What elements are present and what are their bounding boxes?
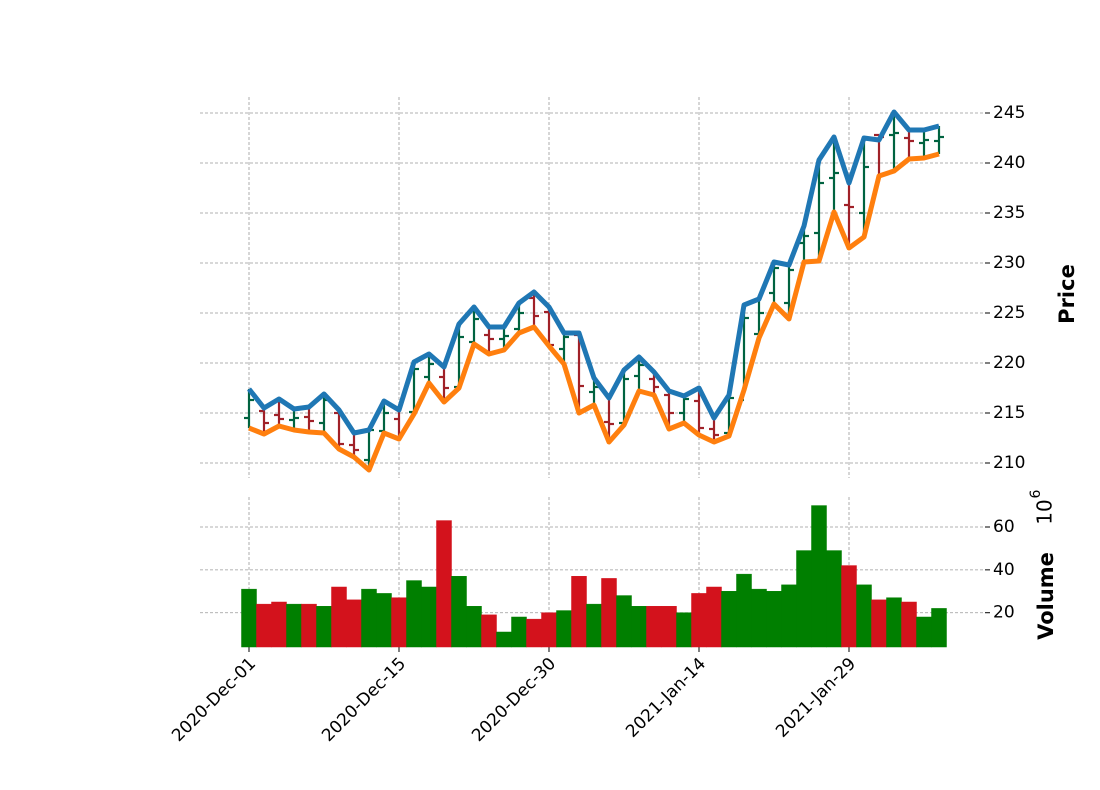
y-tick-label: 40 — [993, 560, 1015, 580]
x-tick-label: 2020-Dec-30 — [468, 654, 560, 746]
y-tick-label: 245 — [993, 103, 1025, 123]
y-tick-label: 210 — [993, 453, 1025, 473]
y-tick-label: 215 — [993, 403, 1025, 423]
volume-bar — [556, 610, 572, 648]
volume-bar — [586, 603, 602, 648]
volume-bar — [451, 576, 467, 648]
y-tick-label: 220 — [993, 353, 1025, 373]
y-tick-label: 240 — [993, 153, 1025, 173]
y-tick-label: 20 — [993, 603, 1015, 623]
volume-bar — [511, 616, 527, 648]
volume-bar — [766, 591, 782, 648]
volume-offset: 10 6 — [1028, 489, 1057, 524]
volume-bar — [931, 608, 947, 648]
volume-bar — [571, 576, 587, 648]
volume-bar — [781, 584, 797, 648]
volume-bar — [361, 588, 377, 648]
volume-bar — [541, 612, 557, 648]
volume-bar — [376, 593, 392, 648]
volume-bar — [346, 599, 362, 648]
volume-bar — [601, 578, 617, 648]
volume-bar — [661, 606, 677, 648]
volume-bar — [721, 591, 737, 648]
y-tick-label: 60 — [993, 517, 1015, 537]
volume-bar — [856, 584, 872, 648]
x-tick-label: 2021-Jan-14 — [622, 654, 710, 742]
volume-bar — [691, 593, 707, 648]
volume-offset-exponent: 6 — [1028, 489, 1044, 498]
volume-bar — [706, 586, 722, 648]
volume-axis-label: Volume — [1034, 552, 1058, 640]
volume-bar — [436, 520, 452, 648]
volume-offset-base: 10 — [1033, 499, 1057, 524]
volume-bar — [286, 603, 302, 648]
volume-bar — [886, 597, 902, 648]
line-series — [247, 109, 940, 436]
volume-bar — [796, 550, 812, 648]
volume-bar — [421, 586, 437, 648]
x-tick-label: 2020-Dec-01 — [168, 654, 260, 746]
volume-bar — [916, 616, 932, 648]
y-tick-label: 225 — [993, 303, 1025, 323]
volume-bar — [316, 606, 332, 648]
volume-bar — [646, 606, 662, 648]
volume-bar — [331, 586, 347, 648]
volume-bar — [751, 588, 767, 648]
volume-bar — [826, 550, 842, 648]
volume-bar — [481, 614, 497, 648]
volume-bar — [871, 599, 887, 648]
volume-bar — [631, 606, 647, 648]
y-tick-label: 235 — [993, 203, 1025, 223]
volume-bar — [466, 606, 482, 648]
volume-bar — [301, 603, 317, 648]
volume-bar — [526, 618, 542, 648]
y-tick-label: 230 — [993, 253, 1025, 273]
volume-bar — [406, 580, 422, 648]
price-axis-label: Price — [1055, 264, 1079, 324]
volume-bar — [256, 603, 272, 648]
volume-bar — [841, 565, 857, 648]
volume-bar — [676, 612, 692, 648]
volume-bar — [811, 505, 827, 648]
volume-bar — [241, 588, 257, 648]
volume-bar — [391, 597, 407, 648]
volume-bar — [616, 595, 632, 648]
volume-bar — [736, 573, 752, 648]
volume-bar — [271, 601, 287, 648]
volume-bar — [496, 631, 512, 648]
volume-bar — [901, 601, 917, 648]
line-series — [248, 151, 940, 473]
x-tick-label: 2021-Jan-29 — [772, 654, 860, 742]
x-tick-label: 2020-Dec-15 — [318, 654, 410, 746]
